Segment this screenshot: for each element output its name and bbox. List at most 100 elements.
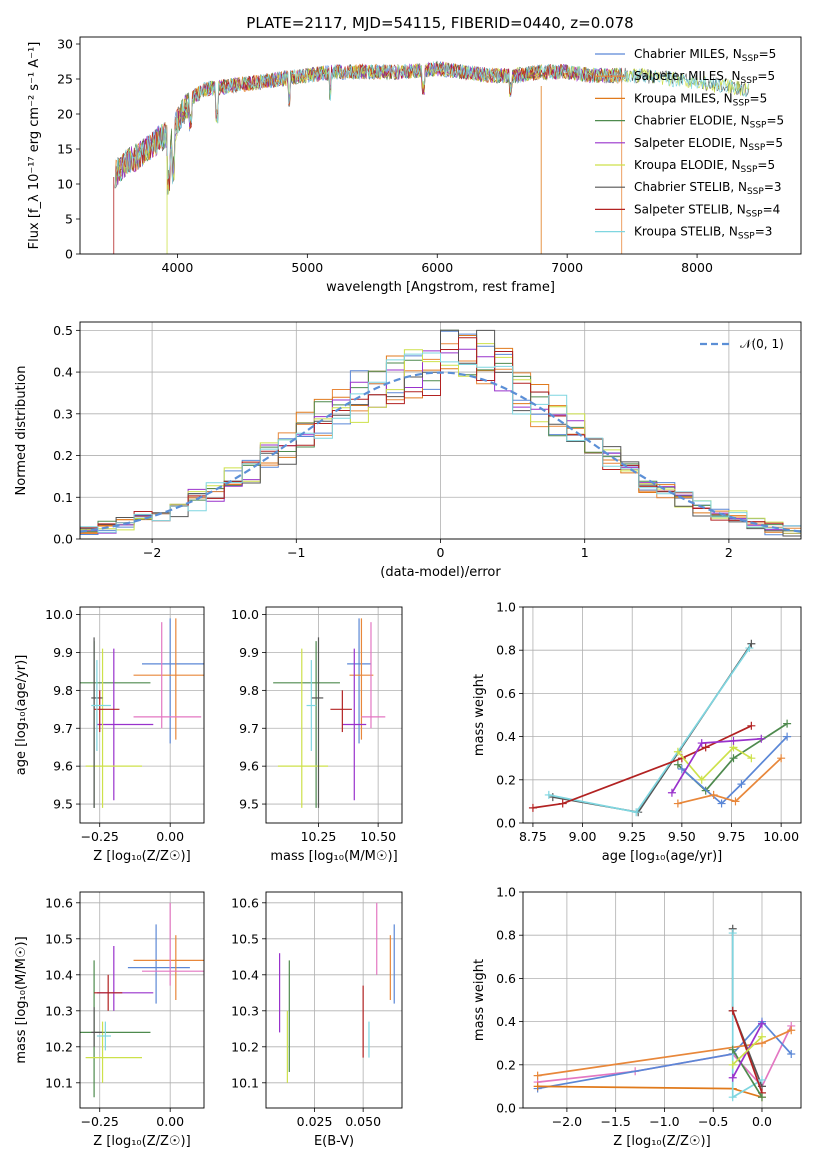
- legend-count: =5: [765, 136, 783, 150]
- weight_vs_age-xlabel: age [log₁₀(age/yr)]: [602, 849, 723, 864]
- age_vs_Z-ytick-label: 9.7: [53, 721, 73, 736]
- residuals-ylabel: Normed distribution: [14, 366, 29, 496]
- weight_vs_Z-weight-marker: [728, 1060, 737, 1069]
- weight_vs_Z-weight-marker: [728, 1045, 737, 1054]
- weight_vs_age-weight-marker: [632, 808, 641, 817]
- weight_vs_age-xtick-label: 9.00: [569, 829, 597, 844]
- weight_vs_Z-weight-marker: [728, 1073, 737, 1082]
- weight_vs_age-xtick-label: 9.50: [668, 829, 696, 844]
- weight_vs_age-weight-marker: [729, 736, 738, 745]
- weight_vs_age-xtick-label: 10.00: [763, 829, 799, 844]
- legend-count: =5: [759, 47, 777, 61]
- spectrum-legend-label: Kroupa ELODIE, NSSP=5: [634, 158, 775, 175]
- legend-subscript: SSP: [750, 121, 767, 131]
- spectrum-xlabel: wavelength [Angstrom, rest frame]: [326, 280, 555, 295]
- spectrum-ytick-label: 20: [57, 107, 73, 122]
- spectrum-line-kroupa-stelib: [114, 61, 750, 189]
- legend-count: =4: [763, 202, 781, 216]
- weight_vs_age-weight-marker: [697, 739, 706, 748]
- spectrum-line-chabrier-miles: [114, 60, 622, 195]
- spectrum-xtick-label: 8000: [681, 260, 713, 275]
- weight_vs_Z-weight-line: [537, 1020, 792, 1090]
- mass_vs_ebv-ytick-label: 10.5: [231, 931, 259, 946]
- weight_vs_Z-ytick-label: 0.0: [496, 1101, 516, 1116]
- mass_vs_ebv-xtick-label: 0.025: [297, 1114, 333, 1129]
- weight_vs_age-ylabel: mass weight: [472, 674, 487, 756]
- spectrum-line-kroupa-miles: [114, 61, 622, 189]
- weight_vs_age-weight-marker: [757, 734, 766, 743]
- weight_vs_age-ytick-label: 1.0: [496, 600, 516, 615]
- weight_vs_age-weight-marker: [737, 780, 746, 789]
- legend-count: =5: [766, 114, 784, 128]
- weight_vs_age-frame: [522, 606, 802, 824]
- spectrum-legend-label: Kroupa MILES, NSSP=5: [634, 91, 767, 108]
- weight_vs_age-weight-marker: [709, 790, 718, 799]
- residuals-ytick-label: 0.0: [53, 532, 73, 547]
- age_vs_mass-ytick-label: 9.9: [239, 645, 259, 660]
- legend-subscript: SSP: [738, 232, 755, 242]
- weight_vs_age-weight-marker: [777, 754, 786, 763]
- weight_vs_Z-xtick-label: −2.0: [552, 1114, 582, 1129]
- mass_vs_Z-ytick-label: 10.5: [45, 931, 73, 946]
- age_vs_mass-ytick-label: 9.8: [239, 683, 259, 698]
- weight_vs_age-weight-line: [681, 736, 788, 805]
- spectrum-frame: [79, 36, 802, 255]
- weight_vs_age-weight-marker: [717, 799, 726, 808]
- legend-count: =5: [757, 158, 775, 172]
- weight_vs_age-weight-line: [548, 647, 751, 814]
- weight_vs_Z-weight-marker: [757, 1093, 766, 1102]
- residuals-xtick-label: 2: [725, 545, 733, 560]
- weight_vs_age-weight-marker: [783, 732, 792, 741]
- weight_vs_age-ytick-label: 0.2: [496, 772, 516, 787]
- legend-subscript: SSP: [746, 209, 763, 219]
- mass_vs_ebv-ytick-label: 10.3: [231, 1003, 259, 1018]
- weight_vs_Z-weight-line: [731, 1049, 763, 1098]
- weight_vs_Z-xtick-label: −1.0: [649, 1114, 679, 1129]
- weight_vs_Z-weight-marker: [728, 1093, 737, 1102]
- legend-count: =5: [757, 69, 775, 83]
- mass_vs_Z-frame: [79, 891, 205, 1109]
- residuals-xlabel: (data-model)/error: [380, 565, 501, 580]
- weight_vs_Z-frame: [522, 891, 802, 1109]
- legend-count: =5: [750, 91, 768, 105]
- weight_vs_age-weight-marker: [745, 644, 754, 653]
- residuals-xtick-label: 0: [437, 545, 445, 560]
- mass_vs_Z-ylabel: mass [log₁₀(M/M☉)]: [14, 936, 29, 1063]
- spectrum-ytick-label: 25: [57, 72, 73, 87]
- residuals-ytick-label: 0.1: [53, 490, 73, 505]
- age_vs_Z-ytick-label: 9.6: [53, 759, 73, 774]
- weight_vs_Z-xtick-label: 0.0: [752, 1114, 772, 1129]
- weight_vs_Z-ytick-label: 0.8: [496, 928, 516, 943]
- age_vs_mass-xlabel: mass [log₁₀(M/M☉)]: [270, 849, 397, 864]
- age_vs_Z-ytick-label: 9.5: [53, 797, 73, 812]
- age_vs_Z-ytick-label: 9.8: [53, 683, 73, 698]
- weight_vs_age-weight-marker: [783, 719, 792, 728]
- mass_vs_ebv-frame: [265, 891, 403, 1109]
- spectrum-legend-label: Salpeter STELIB, NSSP=4: [634, 202, 780, 219]
- mass_vs_Z-xtick-label: 0.00: [156, 1114, 184, 1129]
- weight_vs_age-weight-marker: [673, 747, 682, 756]
- residual-histogram-kroupa-stelib: [80, 352, 801, 533]
- spectrum-xtick-label: 7000: [551, 260, 583, 275]
- spectrum-xtick-label: 5000: [291, 260, 323, 275]
- weight_vs_age-weight-marker: [747, 639, 756, 648]
- weight_vs_age-ytick-label: 0.6: [496, 686, 516, 701]
- residuals-ytick-label: 0.5: [53, 323, 73, 338]
- weight_vs_age-weight-line: [677, 746, 752, 782]
- legend-subscript: SSP: [741, 165, 758, 175]
- weight_vs_age-weight-marker: [528, 803, 537, 812]
- weight_vs_Z-xlabel: Z [log₁₀(Z/Z☉)]: [613, 1134, 710, 1149]
- residuals-frame: [79, 321, 802, 540]
- spectrum-line-salpeter-elodie: [114, 61, 622, 192]
- age_vs_mass-ytick-label: 9.7: [239, 721, 259, 736]
- mass_vs_ebv-ytick-label: 10.6: [231, 895, 259, 910]
- weight_vs_Z-weight-marker: [757, 1032, 766, 1041]
- spectrum-xtick-label: 4000: [162, 260, 194, 275]
- mass_vs_ebv-xlabel: E(B-V): [314, 1134, 354, 1149]
- weight_vs_Z-weight-marker: [757, 1075, 766, 1084]
- residuals-ytick-label: 0.3: [53, 406, 73, 421]
- spectrum-ytick-label: 15: [57, 142, 73, 157]
- gaussian-reference-curve: [79, 371, 802, 533]
- weight_vs_age-weight-marker: [677, 765, 686, 773]
